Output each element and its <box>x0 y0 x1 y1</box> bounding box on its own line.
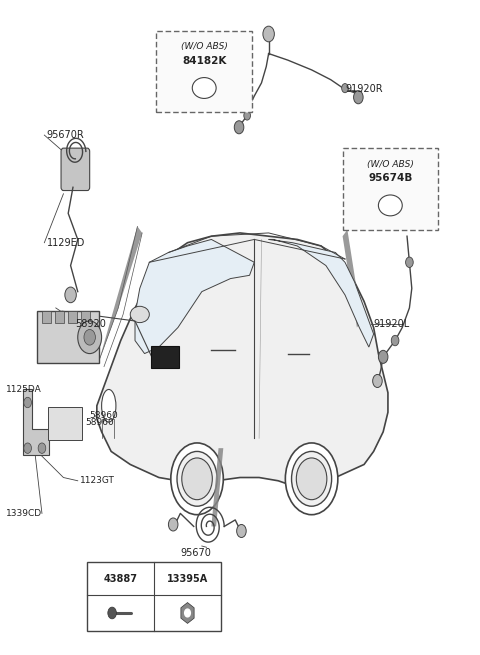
Text: (W/O ABS): (W/O ABS) <box>367 160 414 168</box>
Polygon shape <box>99 227 142 360</box>
Ellipse shape <box>378 195 402 216</box>
Bar <box>37 311 99 364</box>
Circle shape <box>378 350 388 364</box>
Text: 95670: 95670 <box>180 548 211 557</box>
Circle shape <box>38 443 46 453</box>
Bar <box>87 562 221 631</box>
Circle shape <box>263 26 275 42</box>
Bar <box>42 311 51 323</box>
FancyBboxPatch shape <box>151 346 179 368</box>
Text: 1123GT: 1123GT <box>80 476 115 485</box>
Circle shape <box>296 458 327 500</box>
Text: 1129ED: 1129ED <box>47 238 85 248</box>
Bar <box>68 311 77 323</box>
Text: 84182K: 84182K <box>182 56 227 66</box>
Circle shape <box>182 458 212 500</box>
Circle shape <box>342 84 348 93</box>
Text: 95670R: 95670R <box>47 130 84 140</box>
Circle shape <box>24 443 32 453</box>
Polygon shape <box>181 603 194 624</box>
Circle shape <box>171 443 223 515</box>
Circle shape <box>168 518 178 531</box>
Circle shape <box>406 257 413 267</box>
Circle shape <box>291 451 332 506</box>
Circle shape <box>237 525 246 538</box>
Polygon shape <box>211 448 223 527</box>
Circle shape <box>372 375 382 388</box>
Polygon shape <box>343 230 362 328</box>
Circle shape <box>244 111 251 120</box>
Circle shape <box>108 607 116 619</box>
Text: 95674B: 95674B <box>368 174 412 183</box>
Polygon shape <box>97 233 388 484</box>
Circle shape <box>354 91 363 103</box>
Circle shape <box>84 329 96 345</box>
Text: 91920L: 91920L <box>373 319 410 329</box>
Ellipse shape <box>130 307 149 323</box>
Polygon shape <box>269 240 373 347</box>
Text: 43887: 43887 <box>104 574 138 584</box>
FancyBboxPatch shape <box>48 407 82 440</box>
FancyBboxPatch shape <box>343 148 438 230</box>
Ellipse shape <box>102 390 116 422</box>
Polygon shape <box>23 390 49 455</box>
Text: 91920R: 91920R <box>345 84 383 94</box>
Polygon shape <box>135 240 254 354</box>
Text: 58960: 58960 <box>90 411 119 420</box>
Circle shape <box>391 335 399 346</box>
Circle shape <box>285 443 338 515</box>
Circle shape <box>177 451 217 506</box>
Bar <box>81 311 90 323</box>
Circle shape <box>234 121 244 134</box>
Text: (W/O ABS): (W/O ABS) <box>181 43 228 51</box>
Text: 1125DA: 1125DA <box>6 385 42 394</box>
Circle shape <box>78 321 102 354</box>
Circle shape <box>185 609 191 617</box>
Circle shape <box>65 287 76 303</box>
FancyBboxPatch shape <box>61 148 90 191</box>
Circle shape <box>24 398 32 407</box>
FancyBboxPatch shape <box>156 31 252 112</box>
Text: 13395A: 13395A <box>167 574 208 584</box>
Text: 1339CD: 1339CD <box>6 509 42 518</box>
Bar <box>55 311 64 323</box>
Text: 58960: 58960 <box>85 418 114 426</box>
Ellipse shape <box>192 77 216 98</box>
Text: 58920: 58920 <box>75 319 106 329</box>
